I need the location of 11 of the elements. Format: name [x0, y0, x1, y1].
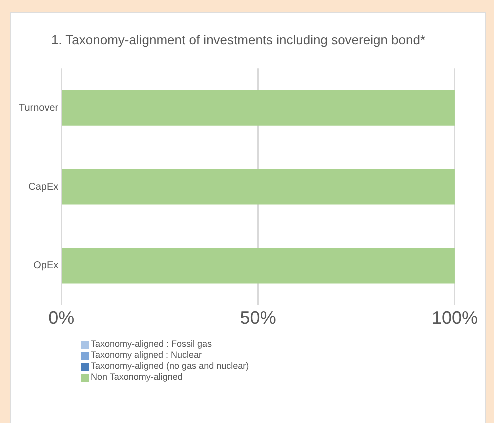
- y-tick-label: OpEx: [34, 260, 59, 272]
- y-tick-label: CapEx: [28, 182, 59, 193]
- x-tick-label: 100%: [432, 308, 478, 328]
- legend-label: Taxonomy-aligned : Fossil gas: [91, 339, 212, 350]
- y-tick-label: Turnover: [18, 102, 60, 114]
- x-tick-label: 0%: [48, 308, 75, 328]
- legend-label: Taxonomy aligned : Nuclear: [91, 350, 202, 361]
- chart-title: 1. Taxonomy-alignment of investments including sovereign bond*: [51, 32, 426, 48]
- legend-label: Taxonomy-aligned (no gas and nuclear): [91, 361, 250, 372]
- x-tick-label: 50%: [240, 308, 276, 328]
- legend-label: Non Taxonomy-aligned: [91, 372, 183, 383]
